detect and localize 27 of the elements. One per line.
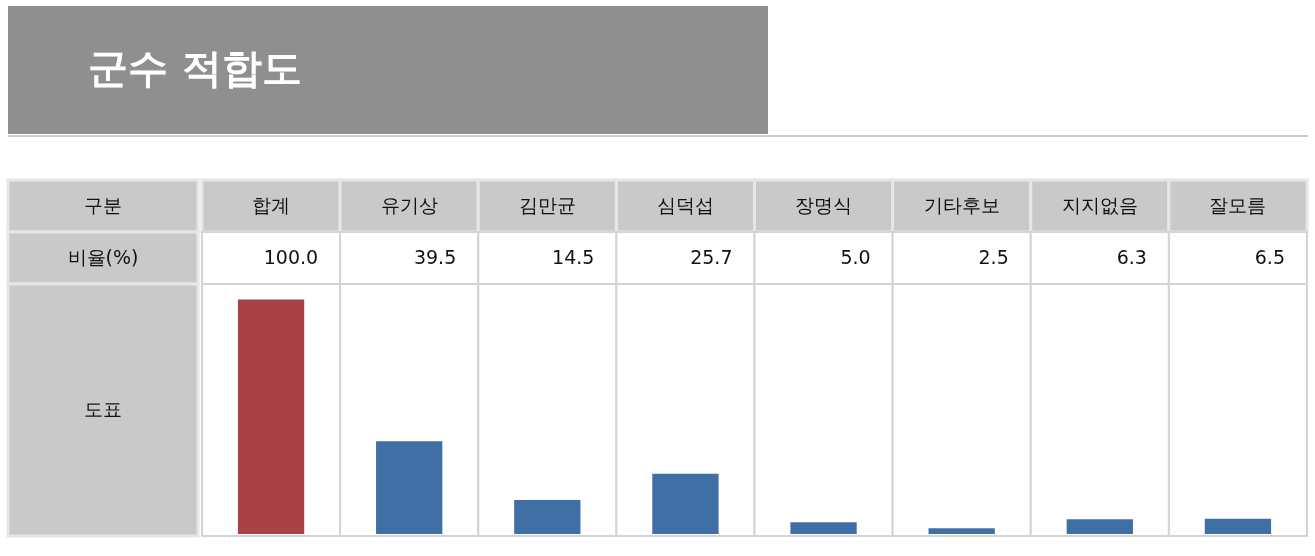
x-tick-label: 지지없음 [1061,194,1138,216]
data-label: 25.7 [690,246,733,268]
data-label: 39.5 [413,246,457,268]
x-tick-label: 기타후보 [923,194,1000,216]
bar [652,473,719,534]
data-label: 6.5 [1254,246,1285,268]
text: 도표 [84,398,122,420]
data-label: 2.5 [978,246,1009,268]
bar [514,499,581,534]
bar [790,522,857,534]
bar [1066,519,1133,534]
bar [928,528,995,534]
data-label: 100.0 [263,246,319,268]
bar [376,441,443,534]
x-tick-label: 합계 [252,194,291,216]
text: 비율(%) [67,246,139,268]
x-tick-label: 김만균 [518,194,576,216]
data-label: 14.5 [552,246,595,268]
bar [1204,518,1272,534]
x-tick-label: 장명식 [795,194,853,216]
x-tick-label: 잘모름 [1209,194,1267,216]
chart-title: 군수 적합도 [88,45,302,91]
data-label: 5.0 [840,246,871,268]
x-tick-label: 심덕섭 [656,194,714,216]
x-tick-label: 유기상 [380,194,438,216]
data-label: 6.3 [1116,246,1147,268]
text: 구분 [84,194,122,216]
